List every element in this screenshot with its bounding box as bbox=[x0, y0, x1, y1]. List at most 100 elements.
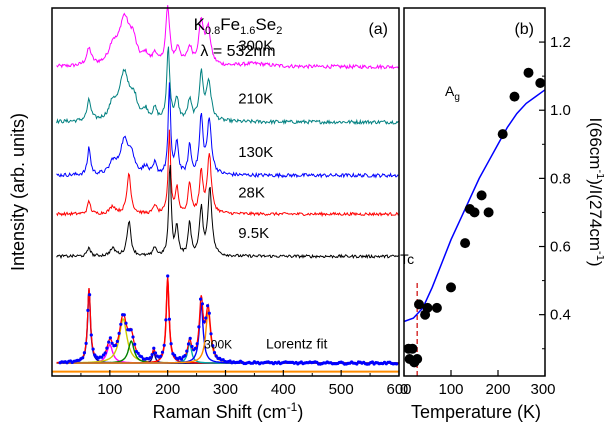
chart-a-formula: K0.8Fe1.6Se2 bbox=[194, 15, 283, 37]
spectrum-line-4 bbox=[56, 164, 399, 260]
series-label-0: 300K bbox=[238, 37, 273, 54]
lorentz-data-point bbox=[202, 320, 206, 324]
data-point-8 bbox=[431, 302, 442, 313]
chart-a-xlabel: Raman Shift (cm-1) bbox=[153, 400, 304, 422]
lorentz-data-point bbox=[190, 344, 194, 349]
fit-curve bbox=[403, 89, 546, 323]
chart-b-xlabel: Temperature (K) bbox=[411, 402, 541, 422]
x-tick-label-5: 600 bbox=[386, 381, 411, 398]
lorentz-data-point bbox=[162, 343, 166, 347]
panel-b-label: (b) bbox=[514, 21, 534, 38]
lorentz-component-7 bbox=[56, 304, 399, 364]
lorentz-data-point bbox=[212, 351, 217, 355]
data-point-5 bbox=[414, 299, 424, 310]
series-label-4: 9.5K bbox=[238, 225, 269, 242]
panel-a-spectra bbox=[52, 5, 399, 373]
spectrum-line-3 bbox=[56, 129, 399, 218]
lorentz-data-point bbox=[209, 332, 213, 336]
lorentz-data-point bbox=[207, 311, 211, 315]
lorentz-data-point bbox=[395, 362, 399, 366]
lorentz-data-point bbox=[82, 351, 86, 355]
lorentz-data-point bbox=[88, 293, 92, 297]
b-x-tick-label-2: 200 bbox=[485, 381, 510, 398]
data-point-15 bbox=[497, 129, 508, 140]
lorentz-data-point bbox=[204, 316, 208, 320]
b-x-tick-label-1: 100 bbox=[438, 381, 463, 398]
lorentz-data-point bbox=[183, 354, 187, 358]
lorentz-data-point bbox=[200, 302, 204, 306]
b-y-tick-label-0: 0.4 bbox=[550, 307, 571, 324]
x-tick-label-0: 100 bbox=[97, 381, 122, 398]
lorentz-data-point bbox=[136, 351, 140, 355]
lorentz-data-point bbox=[86, 308, 90, 312]
lorentz-data-point bbox=[100, 355, 104, 359]
lorentz-data-point bbox=[179, 357, 184, 361]
lorentz-fit-label: Lorentz fit bbox=[266, 335, 328, 351]
lorentz-data-point bbox=[84, 341, 88, 345]
spectrum-line-2 bbox=[56, 82, 399, 179]
lorentz-temp-label: 300K bbox=[204, 337, 232, 351]
data-point-16 bbox=[509, 91, 520, 102]
x-tick-label-2: 300 bbox=[213, 381, 238, 398]
lorentz-data-point bbox=[188, 336, 192, 340]
tc-label: Tc bbox=[400, 251, 414, 267]
data-point-10 bbox=[460, 238, 471, 249]
lorentz-data-point bbox=[186, 342, 191, 346]
spectrum-line-0 bbox=[56, 5, 399, 71]
lorentz-data-point bbox=[81, 356, 85, 360]
lorentz-data-point bbox=[199, 297, 203, 301]
data-point-2 bbox=[407, 343, 418, 354]
lorentz-data-point bbox=[91, 347, 95, 351]
lorentz-data-point bbox=[211, 344, 215, 348]
lorentz-data-point bbox=[107, 340, 111, 344]
chart-b-annotation: Ag bbox=[445, 83, 460, 103]
data-point-14 bbox=[483, 207, 494, 218]
lorentz-data-point bbox=[153, 351, 158, 355]
series-label-2: 130K bbox=[238, 144, 273, 161]
b-x-tick-label-3: 300 bbox=[530, 381, 555, 398]
lorentz-data-point bbox=[197, 325, 201, 329]
lorentz-data-point bbox=[152, 346, 156, 350]
b-y-tick-label-3: 1.0 bbox=[550, 102, 571, 119]
lorentz-data-point bbox=[148, 356, 152, 360]
lorentz-data-point bbox=[115, 339, 119, 343]
b-y-tick-label-2: 0.8 bbox=[550, 170, 571, 187]
data-point-12 bbox=[469, 207, 480, 218]
lorentz-data-point bbox=[195, 342, 199, 346]
data-point-18 bbox=[535, 78, 546, 88]
panel-b-ticks: 0 100 200 300 0.4 0.6 0.8 1.0 1.2 bbox=[400, 7, 571, 398]
lorentz-data-point bbox=[166, 274, 170, 278]
data-point-13 bbox=[476, 190, 487, 201]
lorentz-data-point bbox=[117, 331, 121, 335]
lorentz-data-point bbox=[193, 346, 197, 350]
panel-a-series-labels: 300K 210K 130K 28K 9.5K Lorentz fit 300K bbox=[204, 37, 327, 351]
lorentz-data-point bbox=[140, 355, 144, 359]
chart-a-ylabel: Intensity (arb. units) bbox=[8, 113, 28, 271]
panel-b: Tc 0 100 200 300 0.4 0.6 0.8 1.0 1.2 (b) Ag Temp… bbox=[400, 7, 604, 422]
chart-b-ylabel: I(66cm-1)/I(274cm-1) bbox=[586, 118, 604, 267]
lorentz-data-point bbox=[133, 342, 137, 346]
lorentz-data-point bbox=[150, 353, 154, 357]
panel-a-label: (a) bbox=[368, 21, 388, 38]
lorentz-data-point bbox=[214, 354, 218, 358]
lorentz-data-point bbox=[173, 353, 177, 357]
x-tick-label-4: 500 bbox=[329, 381, 354, 398]
x-tick-label-3: 400 bbox=[271, 381, 296, 398]
lorentz-data-point bbox=[119, 322, 123, 326]
panel-b-frame bbox=[403, 7, 546, 377]
panel-a-x-ticks: 100 200 300 400 500 600 bbox=[80, 370, 412, 398]
series-label-1: 210K bbox=[238, 91, 273, 108]
lorentz-data-point bbox=[105, 346, 109, 350]
b-x-tick-label-0: 0 bbox=[400, 381, 408, 398]
data-point-17 bbox=[523, 67, 534, 78]
b-y-tick-label-4: 1.2 bbox=[550, 34, 571, 51]
lorentz-data-point bbox=[129, 328, 133, 332]
b-y-tick-label-1: 0.6 bbox=[550, 239, 571, 256]
data-point-9 bbox=[446, 282, 456, 293]
lorentz-component-0 bbox=[56, 289, 399, 364]
lorentz-data-point bbox=[164, 318, 168, 322]
lorentz-data-point bbox=[167, 317, 171, 321]
lorentz-data-point bbox=[89, 333, 93, 337]
lorentz-data-point bbox=[124, 321, 128, 325]
panel-a-frame bbox=[51, 7, 400, 377]
